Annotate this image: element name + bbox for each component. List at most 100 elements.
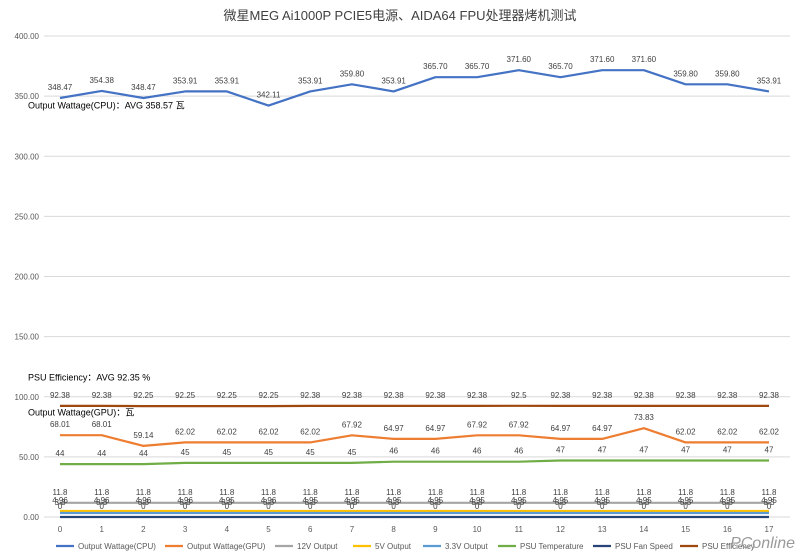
data-label: 92.25 [175, 391, 196, 400]
gridlines [44, 35, 790, 518]
data-label: 11.8 [428, 488, 444, 497]
data-label: 4.96 [94, 496, 110, 505]
data-label: 3.3 [763, 498, 775, 507]
data-label: 62.02 [175, 427, 196, 436]
x-axis: 0 1 2 3 4 5 6 7 8 9 10 11 12 13 14 15 16 17 [58, 525, 774, 534]
data-label: 47 [723, 445, 732, 454]
data-label: 4.96 [177, 496, 193, 505]
data-label: 3.3 [638, 498, 650, 507]
data-label: 64.97 [425, 424, 446, 433]
data-label: 365.70 [548, 62, 573, 71]
data-label: 62.02 [717, 427, 738, 436]
data-label: 359.80 [340, 69, 365, 78]
data-label: 0 [683, 502, 688, 511]
data-label: 11.8 [94, 488, 110, 497]
annotation-text: Output Wattage(GPU)：瓦 [28, 407, 134, 417]
data-label: 4.95 [761, 496, 777, 505]
data-label: 11.8 [511, 488, 527, 497]
data-label: 67.92 [467, 420, 488, 429]
data-label: 46 [473, 447, 482, 456]
data-label: 92.25 [133, 391, 154, 400]
data-label: 4.96 [136, 496, 152, 505]
data-label: 11.8 [636, 488, 652, 497]
data-label: 0 [642, 502, 647, 511]
data-label: 92.5 [511, 391, 527, 400]
data-labels-layer: 348.47 354.38 348.47 353.91 353.91 342.11 353.… [48, 55, 782, 511]
legend: Output Wattage(CPU) Output Wattage(GPU) 12… [56, 542, 755, 551]
data-label: 62.02 [300, 427, 321, 436]
data-label: 0 [350, 502, 355, 511]
data-label: 3.3 [513, 498, 525, 507]
x-tick-label: 1 [99, 525, 104, 534]
data-label: 353.91 [381, 76, 406, 85]
data-label: 59.14 [133, 431, 154, 440]
legend-label: PSU Fan Speed [615, 542, 673, 551]
data-label: 359.80 [715, 69, 740, 78]
data-label: 3.3 [346, 498, 358, 507]
data-label: 11.8 [595, 488, 611, 497]
legend-label: 3.3V Output [445, 542, 488, 551]
y-tick-label: 350.00 [15, 92, 40, 101]
data-label: 45 [347, 448, 356, 457]
x-tick-label: 9 [433, 525, 438, 534]
data-label: 44 [97, 449, 106, 458]
data-label: 46 [514, 447, 523, 456]
data-label: 11.8 [53, 488, 69, 497]
data-label: 0 [767, 502, 772, 511]
data-label: 11.8 [136, 488, 152, 497]
data-label: 359.80 [673, 69, 698, 78]
y-tick-label: 300.00 [15, 152, 40, 161]
data-label: 4.95 [511, 496, 527, 505]
data-label: 0 [558, 502, 563, 511]
data-label: 353.91 [757, 76, 782, 85]
data-label: 62.02 [217, 427, 238, 436]
legend-label: Output Wattage(GPU) [187, 542, 266, 551]
x-tick-label: 12 [556, 525, 565, 534]
data-label: 3.3 [597, 498, 609, 507]
data-label: 4.95 [386, 496, 402, 505]
y-tick-label: 150.00 [15, 333, 40, 342]
y-tick-label: 250.00 [15, 212, 40, 221]
data-label: 4.95 [553, 496, 569, 505]
data-label: 353.91 [173, 76, 198, 85]
data-label: 73.83 [634, 413, 655, 422]
data-label: 3.3 [96, 498, 108, 507]
data-label: 4.95 [344, 496, 360, 505]
data-label: 4.95 [594, 496, 610, 505]
data-label: 3.3 [138, 498, 150, 507]
data-label: 3.3 [555, 498, 567, 507]
data-label: 0 [99, 502, 104, 511]
y-axis: 0.00 50.00 100.00 150.00 200.00 250.00 300.00 3… [15, 32, 40, 522]
data-label: 92.38 [342, 391, 363, 400]
legend-label: PSU Temperature [520, 542, 584, 551]
data-label: 365.70 [423, 62, 448, 71]
data-label: 92.38 [467, 391, 488, 400]
data-label: 0 [475, 502, 480, 511]
data-label: 3.3 [722, 498, 734, 507]
data-label: 11.8 [470, 488, 486, 497]
data-label: 354.38 [89, 76, 114, 85]
watermark-text: PConline [730, 535, 795, 552]
data-label: 4.96 [52, 496, 68, 505]
data-label: 0 [517, 502, 522, 511]
data-label: 47 [598, 445, 607, 454]
x-tick-label: 6 [308, 525, 313, 534]
data-label: 11.8 [553, 488, 569, 497]
data-label: 67.92 [509, 420, 530, 429]
legend-label: Output Wattage(CPU) [78, 542, 156, 551]
data-label: 3.3 [430, 498, 442, 507]
y-tick-label: 200.00 [15, 273, 40, 282]
data-label: 62.02 [676, 427, 697, 436]
data-label: 0 [433, 502, 438, 511]
data-label: 348.47 [131, 83, 156, 92]
data-label: 45 [181, 448, 190, 457]
data-label: 62.02 [259, 427, 280, 436]
data-label: 0 [183, 502, 188, 511]
data-label: 68.01 [92, 420, 113, 429]
legend-label: 12V Output [297, 542, 338, 551]
data-label: 11.8 [762, 488, 778, 497]
data-label: 47 [639, 445, 648, 454]
data-label: 3.3 [305, 498, 317, 507]
x-tick-label: 0 [58, 525, 63, 534]
data-label: 371.60 [507, 55, 532, 64]
